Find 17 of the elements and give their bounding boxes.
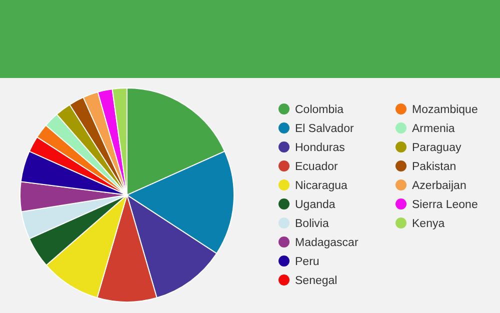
legend-label: El Salvador (295, 123, 354, 135)
legend-label: Senegal (295, 275, 338, 287)
legend-label: Ecuador (295, 161, 338, 173)
legend-label: Peru (295, 256, 320, 268)
legend-label: Honduras (295, 142, 346, 154)
legend-label: Armenia (412, 123, 456, 135)
legend-label: Uganda (295, 199, 336, 211)
legend-label: Nicaragua (295, 180, 348, 192)
legend-label: Kenya (412, 218, 446, 230)
legend-label: Bolivia (295, 218, 330, 230)
legend-label: Mozambique (412, 104, 478, 116)
legend-label: Madagascar (295, 237, 358, 249)
legend-label: Pakistan (412, 161, 456, 173)
legend-label: Sierra Leone (412, 199, 478, 211)
legend-label: Paraguay (412, 142, 462, 154)
legend-label: Azerbaijan (412, 180, 466, 192)
legend-label: Colombia (295, 104, 344, 116)
